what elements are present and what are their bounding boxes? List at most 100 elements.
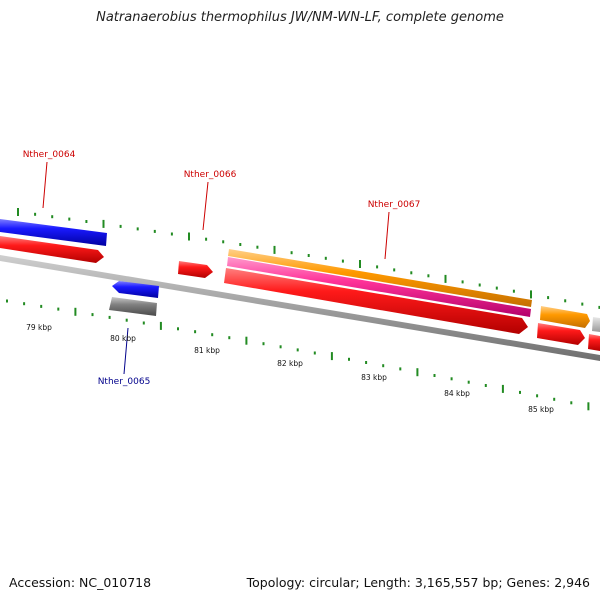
cds-arrow-nther-0064[interactable] xyxy=(0,236,104,263)
outer-tick-major xyxy=(102,219,105,228)
inner-tick-minor xyxy=(177,327,179,331)
gene-label-nther-0066[interactable]: Nther_0066 xyxy=(184,170,237,180)
inner-tick-minor xyxy=(6,299,8,303)
leader-line-nther-0064 xyxy=(42,161,48,209)
inner-tick-minor xyxy=(536,394,539,398)
outer-tick-minor xyxy=(341,259,344,263)
inner-tick-minor xyxy=(467,380,470,384)
scale-label-83kbp: 83 kbp xyxy=(361,373,387,382)
gene-arrow-orange-right[interactable] xyxy=(540,306,590,328)
cds-arrow-nther-0067[interactable] xyxy=(224,268,528,334)
gene-arrow-nther-0064[interactable] xyxy=(0,219,107,246)
outer-tick-minor xyxy=(581,302,584,306)
inner-tick-minor xyxy=(194,330,197,334)
outer-tick-minor xyxy=(136,227,139,231)
map-title: Natranaerobius thermophilus JW/NM-WN-LF,… xyxy=(96,10,504,25)
scale-label-82kbp: 82 kbp xyxy=(277,359,303,368)
inner-tick-minor xyxy=(211,333,214,337)
inner-tick-minor xyxy=(313,351,316,355)
inner-tick-major xyxy=(501,384,504,393)
outer-tick-minor xyxy=(547,296,550,300)
gene-arrow-nther-0067-pink[interactable] xyxy=(227,257,531,317)
outer-tick-minor xyxy=(478,283,481,287)
outer-tick-minor xyxy=(256,245,259,249)
inner-tick-minor xyxy=(399,367,402,371)
cds-arrow-edge[interactable] xyxy=(588,334,600,351)
outer-tick-minor xyxy=(410,271,413,275)
inner-tick-major xyxy=(416,368,419,377)
leader-line-nther-0066 xyxy=(202,181,209,231)
gene-arrow-nther-0065[interactable] xyxy=(112,281,159,298)
outer-tick-minor xyxy=(51,215,54,219)
outer-tick-minor xyxy=(170,232,173,236)
outer-tick-minor xyxy=(564,299,567,303)
inner-tick-minor xyxy=(365,361,368,364)
outer-tick-minor xyxy=(393,268,396,272)
scale-label-81kbp: 81 kbp xyxy=(194,346,220,355)
inner-tick-minor xyxy=(125,318,128,322)
outer-tick-minor xyxy=(85,220,88,223)
outer-tick-major xyxy=(273,245,276,254)
outer-tick-minor xyxy=(153,229,156,233)
inner-tick-minor xyxy=(279,345,282,349)
genome-backbone xyxy=(0,255,600,361)
inner-tick-minor xyxy=(296,348,299,352)
gene-label-nther-0064[interactable]: Nther_0064 xyxy=(23,150,76,160)
outer-tick-major xyxy=(530,290,532,299)
outer-tick-minor xyxy=(239,243,242,246)
outer-tick-minor xyxy=(307,254,310,257)
outer-tick-minor xyxy=(427,274,430,278)
outer-tick-row xyxy=(17,208,600,309)
scale-label-80kbp: 80 kbp xyxy=(110,334,136,343)
topology-summary-text: Topology: circular; Length: 3,165,557 bp… xyxy=(246,575,590,590)
inner-tick-minor xyxy=(262,342,265,346)
outer-tick-minor xyxy=(324,256,327,260)
inner-tick-minor xyxy=(450,377,453,381)
outer-tick-minor xyxy=(376,265,379,269)
inner-tick-minor xyxy=(23,302,26,306)
outer-tick-minor xyxy=(598,305,600,309)
accession-text: Accession: NC_010718 xyxy=(9,575,152,590)
inner-tick-major xyxy=(330,352,333,361)
outer-tick-minor xyxy=(34,212,37,216)
inner-tick-minor xyxy=(142,321,145,325)
inner-tick-minor xyxy=(57,307,60,311)
inner-tick-minor xyxy=(570,401,573,405)
inner-tick-minor xyxy=(484,384,487,387)
inner-tick-row xyxy=(6,299,590,411)
inner-tick-minor xyxy=(228,336,231,340)
inner-tick-major xyxy=(159,321,162,330)
gene-arrow-nther-0067-orange[interactable] xyxy=(228,249,532,307)
leader-line-nther-0067 xyxy=(384,211,390,260)
gene-arrow-grey-edge[interactable] xyxy=(592,317,600,332)
outer-tick-major xyxy=(188,232,190,241)
inner-tick-minor xyxy=(553,397,556,401)
scale-label-79kbp: 79 kbp xyxy=(26,323,52,332)
outer-tick-minor xyxy=(205,237,208,241)
inner-tick-minor xyxy=(40,304,43,308)
outer-tick-minor xyxy=(119,224,122,228)
gene-label-nther-0067[interactable]: Nther_0067 xyxy=(368,200,421,210)
outer-tick-minor xyxy=(222,240,225,244)
gene-label-nther-0065[interactable]: Nther_0065 xyxy=(98,377,151,387)
outer-tick-minor xyxy=(290,251,293,255)
outer-tick-minor xyxy=(495,286,498,290)
cds-arrow-right[interactable] xyxy=(537,323,585,345)
scale-label-84kbp: 84 kbp xyxy=(444,389,470,398)
inner-tick-minor xyxy=(519,390,521,394)
cds-arrow-nther-0065[interactable] xyxy=(109,297,157,316)
inner-tick-minor xyxy=(348,357,350,361)
inner-tick-major xyxy=(74,307,77,316)
cds-arrow-nther-0066[interactable] xyxy=(178,261,213,278)
outer-tick-minor xyxy=(461,280,464,284)
outer-tick-major xyxy=(444,274,447,283)
outer-tick-minor xyxy=(68,217,71,221)
inner-tick-minor xyxy=(91,313,94,317)
inner-tick-major xyxy=(587,402,590,411)
outer-tick-major xyxy=(17,208,19,216)
scale-label-85kbp: 85 kbp xyxy=(528,405,554,414)
outer-tick-minor xyxy=(512,289,515,293)
inner-tick-minor xyxy=(433,374,436,377)
inner-tick-major xyxy=(245,336,248,345)
